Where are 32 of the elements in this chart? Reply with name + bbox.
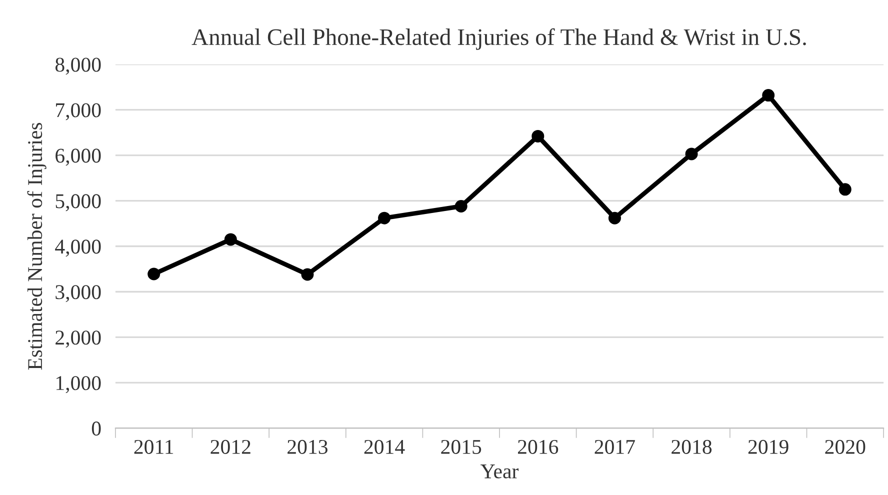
x-tick-label: 2020 bbox=[825, 440, 866, 454]
point bbox=[148, 268, 160, 280]
point bbox=[224, 233, 237, 246]
y-tick-label: 2,000 bbox=[56, 330, 101, 348]
y-tick-label: 3,000 bbox=[56, 285, 101, 302]
x-tick-label: 2013 bbox=[288, 440, 328, 454]
point bbox=[378, 212, 391, 224]
x-tick-label: 2012 bbox=[210, 440, 250, 454]
x-tick-label: 2014 bbox=[364, 440, 405, 454]
chart-title: Annual Cell Phone-Related Injuries of The Hand & Wrist in U.S. bbox=[192, 28, 806, 50]
point bbox=[838, 183, 852, 196]
point bbox=[532, 130, 544, 142]
y-tick-label: 0 bbox=[92, 422, 101, 436]
y-tick-label: 8,000 bbox=[55, 58, 101, 75]
point bbox=[608, 212, 621, 224]
x-tick-label: 2019 bbox=[748, 440, 788, 454]
x-tick-label: 2017 bbox=[594, 440, 635, 454]
y-tick-label: 5,000 bbox=[56, 194, 101, 212]
y-tick-label: 6,000 bbox=[56, 148, 101, 166]
point bbox=[762, 89, 775, 102]
y-tick-label: 4,000 bbox=[55, 240, 101, 257]
x-tick-label: 2016 bbox=[518, 440, 558, 454]
x-tick-label: 2011 bbox=[134, 440, 174, 454]
x-tick-label: 2015 bbox=[441, 440, 482, 454]
y-axis-title: Estimated Number of Injuries bbox=[27, 122, 46, 370]
point bbox=[454, 200, 468, 212]
x-tick-label: 2018 bbox=[672, 440, 712, 454]
y-tick-label: 7,000 bbox=[56, 103, 101, 120]
point bbox=[301, 268, 314, 281]
x-axis-title: Year bbox=[480, 464, 519, 478]
point bbox=[685, 148, 698, 160]
y-tick-label: 1,000 bbox=[56, 376, 101, 394]
